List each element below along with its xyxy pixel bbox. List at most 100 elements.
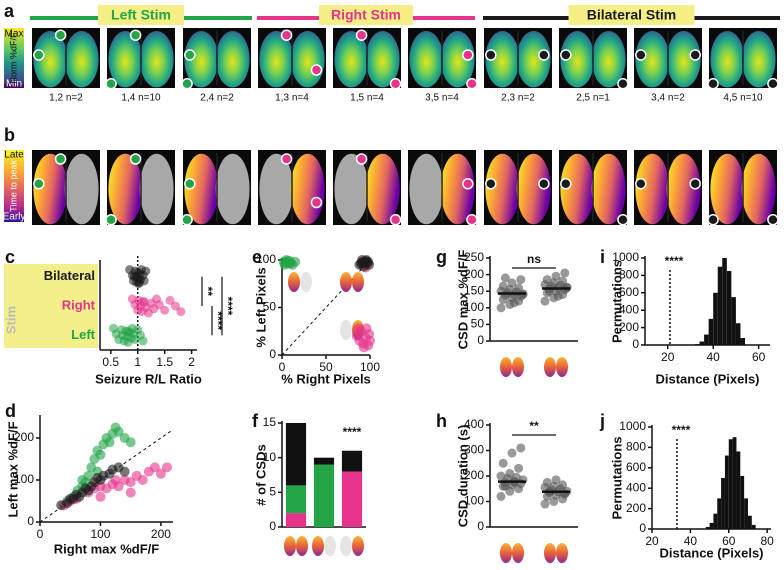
histogram-bar <box>724 455 729 529</box>
y-tick-label: 200 <box>14 430 34 444</box>
brain-icon <box>288 272 300 292</box>
colorbar-min: Min <box>6 79 22 90</box>
image-label: 3,4 n=2 <box>651 93 685 104</box>
electrode <box>129 29 142 41</box>
hemisphere <box>560 31 595 88</box>
y-tick-label: 1000 <box>612 250 639 264</box>
electrode <box>466 214 478 226</box>
category-label: Right <box>62 297 96 312</box>
point <box>498 458 508 468</box>
hemisphere <box>710 31 745 88</box>
y-tick-label: 0 <box>477 333 484 347</box>
annotation: **** <box>672 423 691 437</box>
electrode <box>485 49 497 61</box>
panel-letter: i <box>600 247 605 267</box>
colorbar-max: Late <box>4 150 24 161</box>
point <box>95 491 106 502</box>
histogram-bar <box>701 528 706 529</box>
y-tick-label: 400 <box>619 302 639 316</box>
x-axis-label: Distance (Pixels) <box>655 371 759 386</box>
electrode <box>105 214 117 226</box>
category-label: Bilateral <box>44 268 95 283</box>
point <box>496 303 506 313</box>
bar-segment <box>313 457 335 465</box>
point <box>365 335 375 346</box>
point <box>353 323 364 334</box>
point <box>500 273 510 283</box>
histogram-bar <box>747 515 752 529</box>
histogram-bar <box>704 334 709 345</box>
hemisphere <box>139 31 174 88</box>
y-tick-label: 15 <box>263 415 277 429</box>
brain-icon <box>500 543 512 563</box>
point <box>516 275 526 285</box>
y-tick-label: 100 <box>464 494 484 508</box>
brain-icon <box>544 357 556 377</box>
y-tick-label: 0 <box>639 521 646 535</box>
point <box>551 271 561 281</box>
y-axis-label: Stim <box>3 306 18 334</box>
panel-letter: c <box>5 247 15 267</box>
y-axis-label: # of CSDs <box>253 444 268 505</box>
x-tick-label: 50 <box>319 360 333 374</box>
group-label: Left Stim <box>111 7 171 23</box>
point <box>119 466 130 477</box>
electrode <box>33 178 45 190</box>
x-tick-label: 100 <box>90 527 110 541</box>
hemisphere <box>290 31 325 88</box>
hemisphere <box>516 31 551 88</box>
point <box>92 472 103 483</box>
group-label: Bilateral Stim <box>587 7 676 23</box>
x-tick-label: 0.5 <box>102 355 119 369</box>
electrode <box>538 178 550 190</box>
x-tick-label: 80 <box>760 534 774 548</box>
image-label: 1,5 n=4 <box>350 93 384 104</box>
point <box>141 266 151 276</box>
y-tick-label: 100 <box>464 300 484 314</box>
colorbar-label: Norm %dF/F <box>8 32 18 84</box>
bar-segment <box>285 513 307 527</box>
point <box>176 307 186 317</box>
group-label-bg <box>98 5 184 25</box>
point <box>83 485 94 496</box>
electrode <box>310 196 323 209</box>
hemisphere <box>64 31 99 88</box>
y-axis-label: Left max %dF/F <box>5 421 20 517</box>
electrode <box>462 178 474 190</box>
histogram-bar <box>736 451 741 529</box>
colorbar <box>4 150 24 222</box>
point <box>65 493 76 504</box>
point <box>139 297 149 307</box>
annotation: **** <box>211 311 225 330</box>
brain-icon <box>512 357 524 377</box>
electrode <box>689 178 701 190</box>
electrode <box>560 49 572 61</box>
electrode <box>538 49 550 61</box>
y-tick-label: 50 <box>263 300 277 314</box>
hemisphere <box>334 153 369 225</box>
brain-icon <box>340 272 352 292</box>
histogram-bar <box>713 513 718 529</box>
electrode <box>767 214 779 226</box>
group-label: Right Stim <box>331 7 401 23</box>
point <box>496 491 506 501</box>
image-label: 1,3 n=4 <box>275 93 309 104</box>
hemisphere <box>591 153 626 225</box>
histogram-bar <box>732 437 737 529</box>
brain-icon <box>340 536 352 556</box>
image-label: 1,4 n=10 <box>121 93 161 104</box>
electrode <box>617 214 629 226</box>
point <box>284 255 295 266</box>
hemisphere <box>290 153 325 225</box>
histogram-bar <box>717 266 723 345</box>
hemisphere <box>741 31 776 88</box>
brain-icon <box>352 272 364 292</box>
bar-segment <box>341 450 363 472</box>
bar-segment <box>285 485 307 514</box>
histogram-bar <box>728 439 733 529</box>
x-axis-label: Right max %dF/F <box>54 541 160 556</box>
annotation: **** <box>665 254 684 268</box>
point <box>165 295 175 305</box>
hemisphere <box>409 153 444 225</box>
